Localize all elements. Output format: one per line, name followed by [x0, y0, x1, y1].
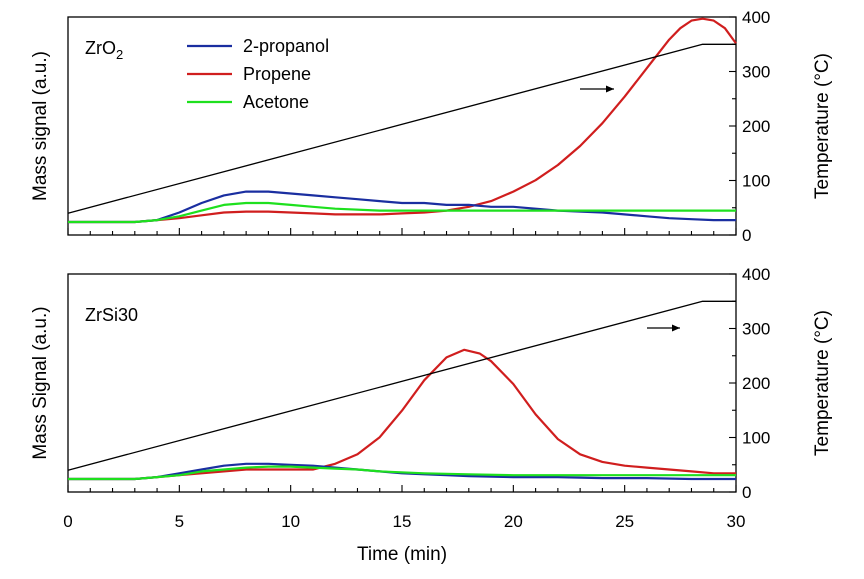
x-tick-label: 25 [615, 512, 634, 531]
x-tick-label: 5 [175, 512, 184, 531]
y-right-tick-label: 0 [742, 483, 751, 502]
y-right-tick-label: 200 [742, 117, 770, 136]
x-tick-label: 10 [281, 512, 300, 531]
series-line-temperature [67, 43, 736, 214]
legend-label-acetone: Acetone [243, 92, 309, 112]
y-right-label-top: Temperature (°C) [812, 53, 833, 199]
series-line-propene [68, 348, 736, 481]
panel-label: ZrSi30 [85, 305, 138, 325]
y-right-tick-label: 400 [742, 265, 770, 284]
plot-frame [67, 273, 737, 493]
y-right-tick-label: 400 [742, 8, 770, 27]
series-line-propene [68, 17, 737, 224]
y-right-tick-label: 200 [742, 374, 770, 393]
x-tick-label: 0 [63, 512, 72, 531]
y-left-label-bottom: Mass Signal (a.u.) [30, 306, 51, 459]
legend-label-propene: Propene [243, 64, 311, 84]
right-axis-arrow [580, 85, 614, 93]
legend-label-2-propanol: 2-propanol [243, 36, 329, 56]
y-right-tick-label: 100 [742, 172, 770, 191]
series-line-temperature [67, 300, 736, 471]
panel-zro2: 0 100 200 300 400 ZrO2 2-propanol Propene Ac… [30, 8, 833, 245]
series-line-acetone [68, 201, 736, 224]
x-tick-label: 30 [727, 512, 746, 531]
x-tick-label: 15 [393, 512, 412, 531]
series-line-2-propanol [68, 190, 736, 224]
y-right-tick-label: 300 [742, 320, 770, 339]
x-axis-label: Time (min) [357, 544, 447, 565]
panel-label: ZrO2 [85, 38, 123, 62]
y-right-tick-label: 0 [742, 226, 751, 245]
right-axis-arrow [647, 324, 680, 332]
y-right-tick-label: 300 [742, 63, 770, 82]
x-tick-label: 20 [504, 512, 523, 531]
y-right-label-bottom: Temperature (°C) [812, 310, 833, 456]
series-line-acetone [68, 465, 736, 481]
y-right-tick-label: 100 [742, 429, 770, 448]
y-left-label-top: Mass signal (a.u.) [30, 51, 51, 201]
legend: 2-propanol Propene Acetone [187, 36, 329, 112]
